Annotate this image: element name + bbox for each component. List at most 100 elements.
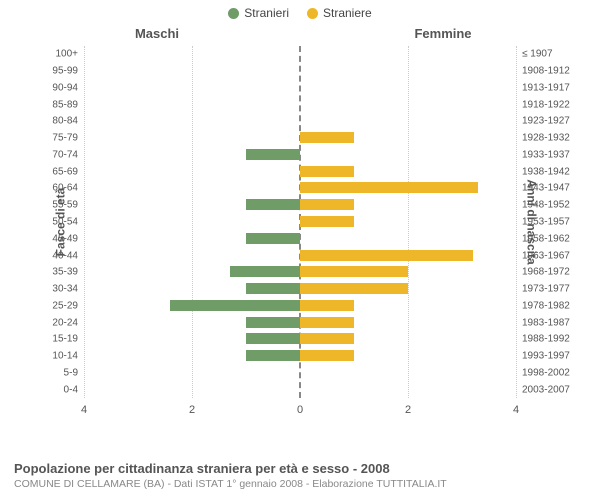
age-row: 70-741933-1937 xyxy=(84,147,516,163)
age-label: 10-14 xyxy=(52,351,84,362)
chart-title: Popolazione per cittadinanza straniera p… xyxy=(14,461,447,476)
bar-female xyxy=(300,333,354,344)
age-row: 50-541953-1957 xyxy=(84,214,516,230)
bar-female xyxy=(300,350,354,361)
x-tick-label: 2 xyxy=(189,404,195,416)
age-row: 15-191988-1992 xyxy=(84,331,516,347)
age-label: 30-34 xyxy=(52,284,84,295)
birth-year-label: 1983-1987 xyxy=(516,317,570,328)
birth-year-label: 1988-1992 xyxy=(516,334,570,345)
birth-year-label: 1908-1912 xyxy=(516,66,570,77)
age-row: 80-841923-1927 xyxy=(84,113,516,129)
chart: Maschi Femmine Fasce di età Anni di nasc… xyxy=(14,26,586,426)
age-label: 90-94 xyxy=(52,82,84,93)
age-row: 35-391968-1972 xyxy=(84,264,516,280)
age-label: 60-64 xyxy=(52,183,84,194)
chart-footer: Popolazione per cittadinanza straniera p… xyxy=(14,461,447,490)
birth-year-label: 1938-1942 xyxy=(516,166,570,177)
birth-year-label: 1968-1972 xyxy=(516,267,570,278)
x-tick-label: 0 xyxy=(297,404,303,416)
age-row: 5-91998-2002 xyxy=(84,365,516,381)
birth-year-label: ≤ 1907 xyxy=(516,49,553,60)
age-label: 50-54 xyxy=(52,217,84,228)
age-label: 15-19 xyxy=(52,334,84,345)
bar-female xyxy=(300,132,354,143)
age-row: 90-941913-1917 xyxy=(84,80,516,96)
age-row: 100+≤ 1907 xyxy=(84,46,516,62)
age-row: 0-42003-2007 xyxy=(84,382,516,398)
birth-year-label: 1933-1937 xyxy=(516,149,570,160)
age-label: 70-74 xyxy=(52,149,84,160)
age-row: 20-241983-1987 xyxy=(84,315,516,331)
header-female: Femmine xyxy=(414,26,471,41)
bar-male xyxy=(246,317,300,328)
male-swatch xyxy=(228,8,239,19)
bar-female xyxy=(300,216,354,227)
birth-year-label: 1958-1962 xyxy=(516,233,570,244)
age-label: 55-59 xyxy=(52,200,84,211)
bar-female xyxy=(300,266,408,277)
age-row: 30-341973-1977 xyxy=(84,281,516,297)
birth-year-label: 1978-1982 xyxy=(516,300,570,311)
age-label: 95-99 xyxy=(52,66,84,77)
age-label: 45-49 xyxy=(52,233,84,244)
birth-year-label: 1918-1922 xyxy=(516,99,570,110)
birth-year-label: 1973-1977 xyxy=(516,284,570,295)
bar-female xyxy=(300,199,354,210)
legend: Stranieri Straniere xyxy=(0,0,600,20)
age-row: 75-791928-1932 xyxy=(84,130,516,146)
age-label: 25-29 xyxy=(52,300,84,311)
bar-male xyxy=(230,266,300,277)
x-tick-label: 2 xyxy=(405,404,411,416)
bar-male xyxy=(246,199,300,210)
age-row: 85-891918-1922 xyxy=(84,97,516,113)
bar-male xyxy=(246,233,300,244)
birth-year-label: 1993-1997 xyxy=(516,351,570,362)
age-label: 100+ xyxy=(55,49,84,60)
birth-year-label: 1963-1967 xyxy=(516,250,570,261)
bar-female xyxy=(300,250,473,261)
birth-year-label: 1923-1927 xyxy=(516,116,570,127)
legend-label-female: Straniere xyxy=(323,6,372,20)
age-label: 65-69 xyxy=(52,166,84,177)
age-row: 95-991908-1912 xyxy=(84,63,516,79)
birth-year-label: 1953-1957 xyxy=(516,217,570,228)
bar-female xyxy=(300,182,478,193)
bar-female xyxy=(300,300,354,311)
age-label: 35-39 xyxy=(52,267,84,278)
bar-male xyxy=(246,149,300,160)
age-row: 40-441963-1967 xyxy=(84,248,516,264)
bar-female xyxy=(300,317,354,328)
age-label: 40-44 xyxy=(52,250,84,261)
x-tick-label: 4 xyxy=(81,404,87,416)
bar-female xyxy=(300,283,408,294)
age-label: 85-89 xyxy=(52,99,84,110)
bar-female xyxy=(300,166,354,177)
header-male: Maschi xyxy=(135,26,179,41)
age-row: 25-291978-1982 xyxy=(84,298,516,314)
legend-item-female: Straniere xyxy=(307,6,372,20)
age-row: 45-491958-1962 xyxy=(84,231,516,247)
birth-year-label: 1948-1952 xyxy=(516,200,570,211)
age-row: 55-591948-1952 xyxy=(84,197,516,213)
age-label: 80-84 xyxy=(52,116,84,127)
age-label: 75-79 xyxy=(52,133,84,144)
bar-male xyxy=(246,333,300,344)
age-label: 0-4 xyxy=(64,384,84,395)
bar-male xyxy=(246,283,300,294)
bar-male xyxy=(170,300,300,311)
age-row: 10-141993-1997 xyxy=(84,348,516,364)
chart-subtitle: COMUNE DI CELLAMARE (BA) - Dati ISTAT 1°… xyxy=(14,478,447,490)
plot-area: Fasce di età Anni di nascita 02244100+≤ … xyxy=(84,46,516,398)
birth-year-label: 1913-1917 xyxy=(516,82,570,93)
x-tick-label: 4 xyxy=(513,404,519,416)
legend-label-male: Stranieri xyxy=(244,6,289,20)
female-swatch xyxy=(307,8,318,19)
age-row: 60-641943-1947 xyxy=(84,180,516,196)
legend-item-male: Stranieri xyxy=(228,6,289,20)
age-label: 5-9 xyxy=(64,367,84,378)
birth-year-label: 1928-1932 xyxy=(516,133,570,144)
birth-year-label: 2003-2007 xyxy=(516,384,570,395)
birth-year-label: 1998-2002 xyxy=(516,367,570,378)
bar-male xyxy=(246,350,300,361)
